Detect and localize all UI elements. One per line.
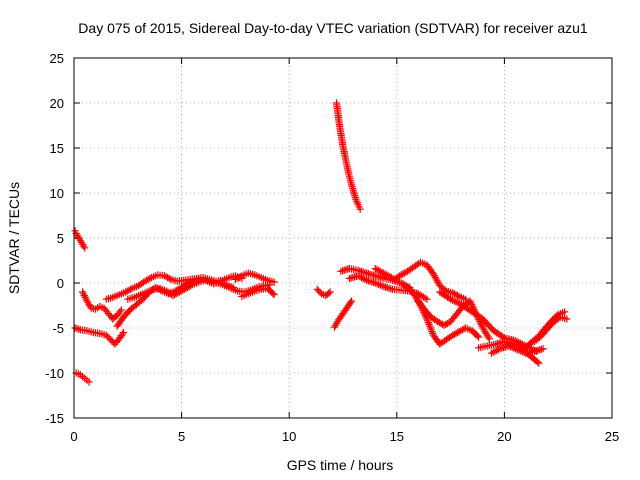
y-tick-label: -5 <box>52 321 64 336</box>
series-arc-t <box>487 342 547 357</box>
data-point <box>81 244 89 252</box>
series-arc-o <box>371 258 470 303</box>
data-point <box>326 288 334 296</box>
x-tick-label: 10 <box>282 429 296 444</box>
x-tick-label: 0 <box>70 429 77 444</box>
x-tick-label: 5 <box>178 429 185 444</box>
y-tick-label: 25 <box>50 51 64 66</box>
series-arc-j-spike <box>332 99 364 213</box>
data-point <box>539 345 547 353</box>
series-arc-l <box>330 297 356 331</box>
series-arc-a-upper <box>71 227 89 252</box>
series-arc-c-left <box>71 324 128 348</box>
y-axis-label: SDTVAR / TECUs <box>6 182 22 294</box>
y-tick-label: 0 <box>57 276 64 291</box>
data-point <box>527 339 535 347</box>
plot-frame <box>73 57 613 419</box>
data-point <box>535 359 543 367</box>
data-point <box>473 332 481 340</box>
x-tick-label: 20 <box>497 429 511 444</box>
data-point <box>117 306 125 314</box>
data-point <box>119 328 128 337</box>
grid-lines <box>74 58 612 418</box>
data-point <box>356 205 364 213</box>
y-tick-label: 5 <box>57 231 64 246</box>
y-tick-label: 10 <box>50 186 64 201</box>
x-tick-label: 15 <box>390 429 404 444</box>
data-point <box>270 278 278 286</box>
series-arc-d <box>79 288 125 323</box>
axis-ticks: 0 5 10 15 20 25 -15 -10 -5 0 5 10 15 20 25 <box>45 51 619 444</box>
data-point <box>71 227 79 235</box>
y-tick-label: 15 <box>50 141 64 156</box>
y-tick-label: -15 <box>45 411 64 426</box>
series-arc-h <box>231 269 278 286</box>
data-point <box>269 289 277 298</box>
series-arc-b-low <box>72 369 93 386</box>
data-point <box>474 333 483 341</box>
data-point <box>348 297 356 305</box>
data-point <box>563 315 571 323</box>
data-point <box>85 378 93 386</box>
data-point <box>423 295 431 303</box>
series-arc-v <box>530 313 571 346</box>
chart-title: Day 075 of 2015, Sidereal Day-to-day VTE… <box>78 20 588 36</box>
data-points <box>71 99 571 386</box>
y-tick-label: -10 <box>45 366 64 381</box>
data-point <box>485 335 493 343</box>
x-axis-label: GPS time / hours <box>287 457 394 473</box>
series-arc-k <box>313 285 334 300</box>
series-arc-i <box>238 284 278 301</box>
x-tick-label: 25 <box>605 429 619 444</box>
data-point <box>561 308 569 316</box>
data-point <box>270 291 278 299</box>
y-tick-label: 20 <box>50 96 64 111</box>
